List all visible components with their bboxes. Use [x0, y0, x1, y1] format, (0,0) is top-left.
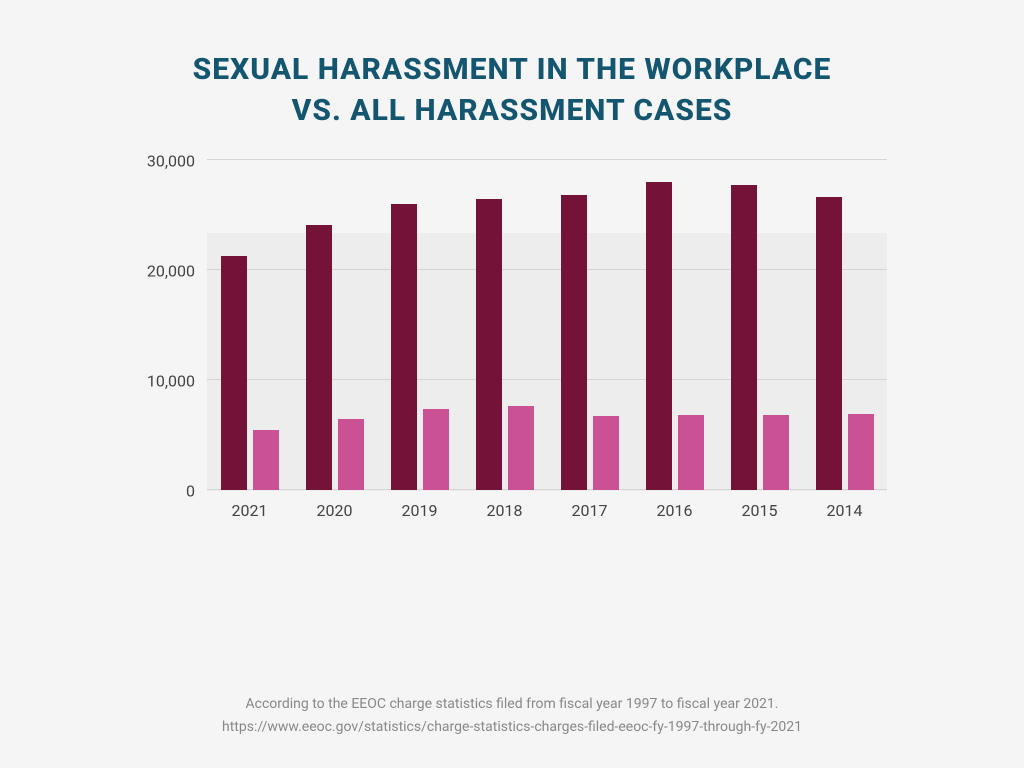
- bar-sexual-harassment: [593, 416, 619, 490]
- y-tick-label: 10,000: [147, 372, 195, 391]
- source-footer: According to the EEOC charge statistics …: [60, 693, 964, 738]
- footer-line-2: https://www.eeoc.gov/statistics/charge-s…: [60, 716, 964, 738]
- x-tick-label: 2016: [632, 501, 717, 520]
- plot-outer: 20212020201920182017201620152014: [207, 161, 887, 643]
- x-tick-label: 2020: [292, 501, 377, 520]
- bar-all-harassment: [476, 199, 502, 491]
- chart-container: SEXUAL HARASSMENT IN THE WORKPLACE VS. A…: [0, 0, 1024, 768]
- bar-all-harassment: [391, 204, 417, 490]
- bar-sexual-harassment: [763, 415, 789, 490]
- x-tick-label: 2018: [462, 501, 547, 520]
- y-axis: 010,00020,00030,000: [137, 161, 207, 491]
- bar-all-harassment: [816, 197, 842, 490]
- chart-title: SEXUAL HARASSMENT IN THE WORKPLACE VS. A…: [60, 50, 964, 131]
- x-tick-label: 2014: [802, 501, 887, 520]
- x-tick-label: 2019: [377, 501, 462, 520]
- bar-all-harassment: [306, 225, 332, 490]
- bar-sexual-harassment: [423, 409, 449, 490]
- bar-sexual-harassment: [253, 430, 279, 491]
- bar-group: [802, 161, 887, 490]
- bar-all-harassment: [646, 182, 672, 490]
- chart: 010,00020,00030,000 20212020201920182017…: [137, 161, 887, 643]
- y-tick-label: 30,000: [147, 152, 195, 171]
- gridline: [207, 159, 887, 160]
- title-line-1: SEXUAL HARASSMENT IN THE WORKPLACE: [193, 52, 832, 87]
- title-line-2: VS. ALL HARASSMENT CASES: [292, 93, 733, 128]
- plot-area: [207, 161, 887, 491]
- x-tick-label: 2015: [717, 501, 802, 520]
- x-axis-labels: 20212020201920182017201620152014: [207, 491, 887, 520]
- bar-sexual-harassment: [508, 406, 534, 490]
- bar-all-harassment: [221, 256, 247, 490]
- bar-group: [377, 161, 462, 490]
- bar-group: [632, 161, 717, 490]
- bar-sexual-harassment: [848, 414, 874, 490]
- bar-group: [292, 161, 377, 490]
- bar-group: [717, 161, 802, 490]
- bar-group: [207, 161, 292, 490]
- bar-groups: [207, 161, 887, 490]
- bar-group: [462, 161, 547, 490]
- y-tick-label: 20,000: [147, 262, 195, 281]
- chart-wrap: 010,00020,00030,000 20212020201920182017…: [60, 161, 964, 643]
- bar-sexual-harassment: [338, 419, 364, 491]
- bar-all-harassment: [561, 195, 587, 490]
- bar-all-harassment: [731, 185, 757, 490]
- x-tick-label: 2017: [547, 501, 632, 520]
- y-tick-label: 0: [186, 482, 195, 501]
- footer-line-1: According to the EEOC charge statistics …: [60, 693, 964, 715]
- bar-group: [547, 161, 632, 490]
- bar-sexual-harassment: [678, 415, 704, 490]
- x-tick-label: 2021: [207, 501, 292, 520]
